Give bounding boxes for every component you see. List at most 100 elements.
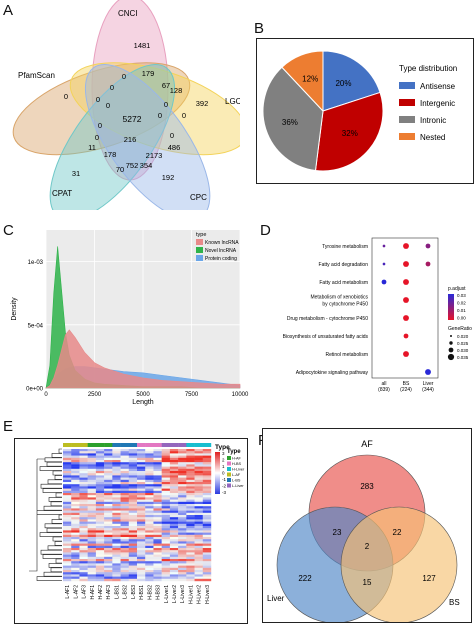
heatmap-cell (63, 543, 72, 546)
heatmap-cell (186, 554, 195, 557)
column-annotation (104, 443, 113, 447)
heatmap-cell (194, 572, 203, 575)
heatmap-cell (104, 451, 113, 454)
heatmap-cell (169, 510, 179, 513)
heatmap-cell (161, 539, 171, 542)
heatmap-cell (128, 572, 138, 575)
heatmap-cell (202, 473, 212, 476)
heatmap-cell (169, 475, 179, 478)
color-scale-tick: 0.00 (457, 316, 466, 321)
heatmap-cell (153, 506, 162, 509)
heatmap-cell (79, 464, 88, 467)
heatmap-cell (87, 541, 97, 544)
heatmap-cell (87, 508, 97, 511)
heatmap-cell (137, 468, 146, 472)
heatmap-cell (128, 466, 138, 469)
heatmap-cell (161, 488, 171, 491)
heatmap-cell (128, 543, 138, 546)
heatmap-cell (153, 561, 162, 564)
heatmap-cell (87, 526, 97, 529)
category-label: Liver (423, 381, 434, 387)
heatmap-cell (128, 464, 138, 467)
heatmap-cell (95, 471, 105, 474)
heatmap-cell (194, 537, 203, 540)
heatmap-cell (79, 484, 88, 487)
heatmap-cell (137, 550, 146, 553)
heatmap-cell (104, 468, 113, 472)
heatmap-cell (186, 479, 195, 483)
heatmap-cell (186, 468, 195, 472)
heatmap-cell (95, 510, 105, 513)
heatmap-cell (87, 449, 97, 452)
heatmap-cell (169, 455, 179, 458)
heatmap-cell (63, 486, 72, 489)
heatmap-cell (202, 567, 212, 571)
heatmap-cell (178, 488, 187, 491)
heatmap-cell (202, 578, 212, 582)
heatmap-cell (178, 541, 187, 544)
heatmap-cell (145, 526, 154, 529)
category-label: (224) (400, 387, 412, 393)
heatmap-cell (120, 523, 129, 527)
heatmap-cell (112, 545, 121, 549)
heatmap-cell (194, 479, 203, 483)
heatmap-cell (104, 552, 113, 555)
heatmap-cell (169, 504, 179, 507)
heatmap-cell (71, 523, 80, 527)
heatmap-cell (202, 534, 212, 538)
heatmap-cell (194, 543, 203, 546)
legend-title: type (196, 232, 206, 238)
heatmap-cell (178, 570, 187, 573)
heatmap-cell (104, 462, 113, 465)
heatmap-cell (112, 519, 121, 522)
heatmap-cell (63, 501, 72, 505)
heatmap-cell (79, 565, 88, 568)
heatmap-cell (120, 468, 129, 472)
enrichment-dot (403, 297, 409, 303)
heatmap-cell (63, 521, 72, 524)
heatmap-cell (202, 554, 212, 557)
count-cnci-only: 1481 (134, 41, 151, 50)
heatmap-cell (145, 493, 154, 496)
heatmap-cell (169, 521, 179, 524)
column-annotation (120, 443, 129, 447)
heatmap-cell (202, 517, 212, 520)
count-region: 752 (126, 161, 139, 170)
heatmap-cell (104, 455, 113, 458)
heatmap-cell (128, 475, 138, 478)
heatmap-cell (145, 574, 154, 577)
heatmap-cell (145, 473, 154, 476)
heatmap-cell (161, 453, 171, 456)
heatmap-cell (120, 543, 129, 546)
heatmap-cell (169, 495, 179, 498)
heatmap-cell (120, 490, 129, 494)
heatmap-cell (128, 501, 138, 505)
heatmap-cell (137, 523, 146, 527)
heatmap-cell (178, 486, 187, 489)
size-scale-tick: 0.035 (457, 355, 469, 360)
panel-label-a: A (3, 2, 14, 19)
count-region: 0 (164, 100, 168, 109)
legend-label: Protein coding (205, 256, 237, 262)
heatmap-cell (120, 493, 129, 496)
heatmap-cell (112, 449, 121, 452)
heatmap-cell (71, 493, 80, 496)
heatmap-cell (169, 550, 179, 553)
heatmap-cell (120, 506, 129, 509)
heatmap-cell (71, 552, 80, 555)
panel-label-b: B (254, 20, 265, 37)
legend-title: p.adjust (448, 286, 466, 292)
enrichment-dot (403, 333, 409, 339)
heatmap-cell (104, 548, 113, 551)
heatmap-cell (112, 563, 121, 566)
heatmap-cell (63, 504, 72, 507)
heatmap-cell (112, 530, 121, 533)
heatmap-cell (63, 523, 72, 527)
heatmap-cell (128, 554, 138, 557)
heatmap-cell (145, 539, 154, 542)
heatmap-cell (112, 479, 121, 483)
heatmap-cell (71, 565, 80, 568)
heatmap-cell (128, 530, 138, 533)
heatmap-cell (186, 466, 195, 469)
heatmap-cell (186, 565, 195, 568)
